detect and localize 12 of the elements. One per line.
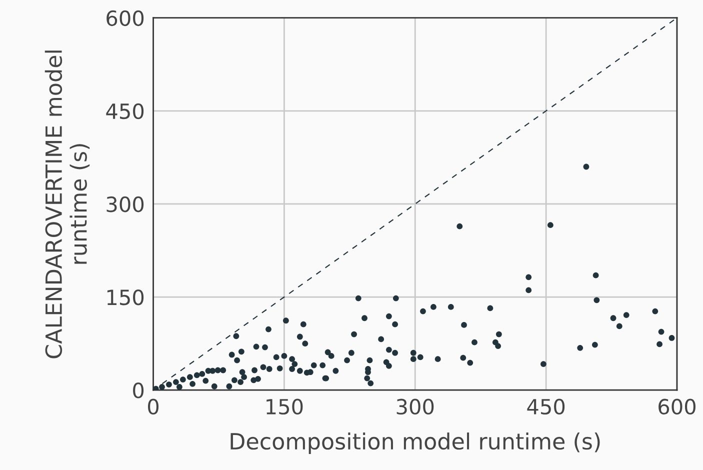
y-tick-label: 150 bbox=[107, 289, 144, 306]
y-tick-label: 600 bbox=[106, 10, 144, 26]
x-tick-label: 150 bbox=[266, 398, 303, 415]
y-tick-label: 450 bbox=[106, 103, 144, 120]
y-axis-title: CALENDAROVERTIME model runtime (s) bbox=[44, 50, 90, 358]
x-tick-label: 450 bbox=[527, 398, 565, 415]
x-tick-label: 300 bbox=[396, 398, 434, 415]
y-tick-label: 0 bbox=[133, 382, 144, 398]
x-axis-title: Decomposition model runtime (s) bbox=[230, 432, 600, 454]
y-tick-label: 300 bbox=[106, 196, 144, 212]
x-tick-label: 600 bbox=[658, 398, 696, 415]
x-tick-label: 0 bbox=[148, 398, 158, 415]
